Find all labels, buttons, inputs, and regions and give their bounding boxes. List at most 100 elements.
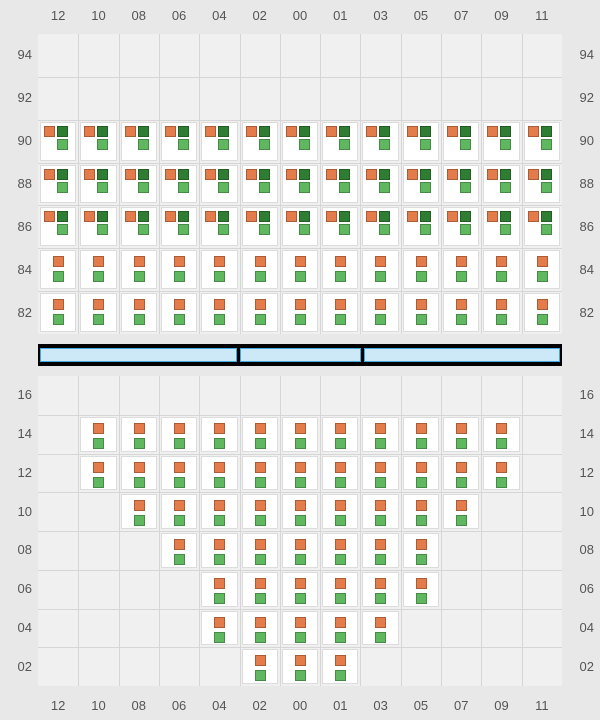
rack-slot[interactable] <box>282 165 318 204</box>
rack-slot[interactable] <box>524 165 560 204</box>
rack-slot[interactable] <box>403 572 439 607</box>
rack-slot[interactable] <box>201 293 237 332</box>
rack-slot[interactable] <box>322 533 358 568</box>
rack-slot[interactable] <box>403 293 439 332</box>
rack-slot[interactable] <box>242 533 278 568</box>
rack-slot[interactable] <box>362 417 398 452</box>
rack-slot[interactable] <box>483 250 519 289</box>
rack-slot[interactable] <box>322 165 358 204</box>
rack-slot[interactable] <box>80 250 116 289</box>
rack-slot[interactable] <box>322 207 358 246</box>
rack-slot[interactable] <box>282 572 318 607</box>
rack-slot[interactable] <box>121 417 157 452</box>
rack-slot[interactable] <box>443 417 479 452</box>
rack-slot[interactable] <box>121 122 157 161</box>
rack-slot[interactable] <box>40 165 76 204</box>
rack-slot[interactable] <box>242 207 278 246</box>
rack-slot[interactable] <box>483 207 519 246</box>
rack-slot[interactable] <box>362 207 398 246</box>
rack-slot[interactable] <box>282 417 318 452</box>
rack-slot[interactable] <box>161 165 197 204</box>
rack-slot[interactable] <box>242 456 278 491</box>
rack-slot[interactable] <box>201 417 237 452</box>
rack-slot[interactable] <box>362 533 398 568</box>
rack-slot[interactable] <box>282 533 318 568</box>
rack-slot[interactable] <box>322 649 358 684</box>
rack-slot[interactable] <box>161 122 197 161</box>
rack-slot[interactable] <box>40 122 76 161</box>
rack-slot[interactable] <box>403 165 439 204</box>
rack-slot[interactable] <box>322 250 358 289</box>
rack-slot[interactable] <box>242 165 278 204</box>
rack-slot[interactable] <box>483 456 519 491</box>
rack-slot[interactable] <box>282 649 318 684</box>
rack-slot[interactable] <box>201 165 237 204</box>
rack-slot[interactable] <box>524 122 560 161</box>
rack-slot[interactable] <box>201 456 237 491</box>
rack-slot[interactable] <box>161 456 197 491</box>
rack-slot[interactable] <box>403 494 439 529</box>
rack-slot[interactable] <box>242 293 278 332</box>
rack-slot[interactable] <box>443 250 479 289</box>
rack-slot[interactable] <box>483 122 519 161</box>
rack-slot[interactable] <box>121 494 157 529</box>
rack-slot[interactable] <box>362 456 398 491</box>
rack-slot[interactable] <box>483 293 519 332</box>
rack-slot[interactable] <box>322 293 358 332</box>
rack-slot[interactable] <box>524 207 560 246</box>
rack-slot[interactable] <box>161 250 197 289</box>
rack-slot[interactable] <box>403 207 439 246</box>
rack-slot[interactable] <box>242 494 278 529</box>
rack-slot[interactable] <box>322 417 358 452</box>
rack-slot[interactable] <box>443 293 479 332</box>
rack-slot[interactable] <box>161 533 197 568</box>
rack-slot[interactable] <box>443 494 479 529</box>
rack-slot[interactable] <box>403 417 439 452</box>
rack-slot[interactable] <box>282 207 318 246</box>
rack-slot[interactable] <box>282 456 318 491</box>
rack-slot[interactable] <box>121 456 157 491</box>
rack-slot[interactable] <box>201 207 237 246</box>
rack-slot[interactable] <box>242 417 278 452</box>
rack-slot[interactable] <box>40 250 76 289</box>
rack-slot[interactable] <box>161 494 197 529</box>
rack-slot[interactable] <box>80 207 116 246</box>
rack-slot[interactable] <box>242 611 278 646</box>
rack-slot[interactable] <box>201 494 237 529</box>
midbar-segment[interactable] <box>40 348 237 362</box>
rack-slot[interactable] <box>282 122 318 161</box>
rack-slot[interactable] <box>322 572 358 607</box>
rack-slot[interactable] <box>483 165 519 204</box>
midbar-segment[interactable] <box>364 348 560 362</box>
rack-slot[interactable] <box>362 611 398 646</box>
rack-slot[interactable] <box>80 417 116 452</box>
rack-slot[interactable] <box>40 293 76 332</box>
rack-slot[interactable] <box>40 207 76 246</box>
rack-slot[interactable] <box>322 122 358 161</box>
rack-slot[interactable] <box>322 456 358 491</box>
rack-slot[interactable] <box>201 122 237 161</box>
rack-slot[interactable] <box>242 250 278 289</box>
rack-slot[interactable] <box>362 250 398 289</box>
rack-slot[interactable] <box>201 572 237 607</box>
rack-slot[interactable] <box>403 456 439 491</box>
rack-slot[interactable] <box>121 207 157 246</box>
rack-slot[interactable] <box>443 456 479 491</box>
rack-slot[interactable] <box>322 611 358 646</box>
rack-slot[interactable] <box>443 165 479 204</box>
rack-slot[interactable] <box>362 165 398 204</box>
rack-slot[interactable] <box>403 250 439 289</box>
rack-slot[interactable] <box>362 122 398 161</box>
rack-slot[interactable] <box>161 417 197 452</box>
rack-slot[interactable] <box>80 122 116 161</box>
midbar-segment[interactable] <box>240 348 361 362</box>
rack-slot[interactable] <box>121 293 157 332</box>
rack-slot[interactable] <box>403 122 439 161</box>
rack-slot[interactable] <box>443 122 479 161</box>
rack-slot[interactable] <box>80 456 116 491</box>
rack-slot[interactable] <box>362 293 398 332</box>
rack-slot[interactable] <box>201 611 237 646</box>
rack-slot[interactable] <box>322 494 358 529</box>
rack-slot[interactable] <box>443 207 479 246</box>
rack-slot[interactable] <box>201 250 237 289</box>
